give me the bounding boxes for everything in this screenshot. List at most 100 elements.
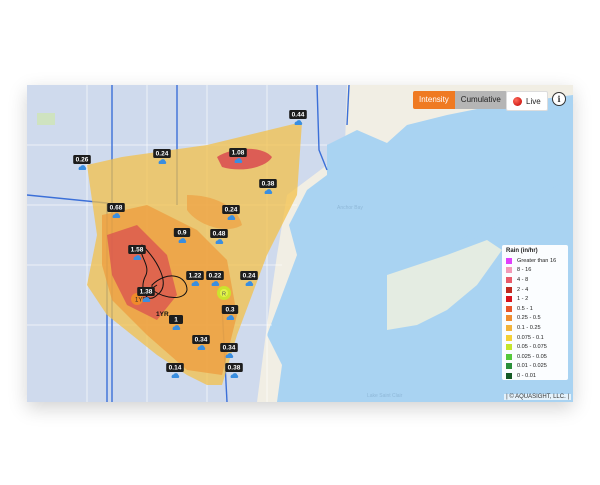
live-button[interactable]: Live xyxy=(506,91,548,111)
rain-map[interactable]: Anchor Bay Lake Saint Clair xyxy=(27,85,573,402)
legend-swatch xyxy=(506,353,512,360)
rain-legend: Rain (in/hr) Greater than 16 8 - 16 4 - 8 2… xyxy=(502,245,568,380)
gauge-label-bg xyxy=(240,271,258,280)
legend-label: 0.1 - 0.25 xyxy=(517,324,541,331)
gauge-label-bg xyxy=(137,287,155,296)
rain-gauge[interactable]: 0.24 xyxy=(222,205,240,220)
park-area xyxy=(37,113,55,125)
gauge-label-bg xyxy=(128,245,146,254)
gauge-value: 0.14 xyxy=(169,365,182,372)
rain-gauge[interactable]: 1.08 xyxy=(229,148,247,163)
gauge-label-bg xyxy=(210,229,228,238)
storm-cell-outline xyxy=(151,275,188,298)
legend-label: 0.5 - 1 xyxy=(517,305,533,312)
legend-label: 0.05 - 0.075 xyxy=(517,344,547,351)
green-marker[interactable]: R xyxy=(217,286,231,300)
legend-label: 4 - 8 xyxy=(517,276,529,283)
intensity-button[interactable]: Intensity xyxy=(413,91,455,109)
gauge-value: 0.34 xyxy=(223,345,236,352)
gauge-value: 1.08 xyxy=(232,150,245,157)
rain-gauge[interactable]: 0.22 xyxy=(206,271,224,286)
rain-gauge[interactable]: 1.58 xyxy=(128,245,146,260)
gauge-value: 1 xyxy=(174,317,178,324)
gauge-value: 0.24 xyxy=(243,273,256,280)
legend-swatch xyxy=(506,305,512,312)
gauge-value: 0.34 xyxy=(195,337,208,344)
rain-gauge[interactable]: 0.3 xyxy=(221,305,239,320)
legend-item: 0.01 - 0.025 xyxy=(506,362,564,372)
gauge-label-bg xyxy=(206,271,224,280)
legend-label: 0.25 - 0.5 xyxy=(517,315,541,322)
rain-gauges: 0.26 0.24 0.44 1.08 0.38 0.68 0.24 0.9 0.48 1.58 1… xyxy=(73,110,307,378)
rain-gauge[interactable]: 1.22 xyxy=(186,271,204,286)
gauge-value: 1.38 xyxy=(140,289,153,296)
cloud-icon xyxy=(158,159,167,164)
rain-gauge[interactable]: 1 xyxy=(169,315,183,330)
gauge-value: 0.3 xyxy=(225,307,234,314)
rain-gauge[interactable]: 0.9 xyxy=(173,228,191,243)
legend-label: 0.075 - 0.1 xyxy=(517,334,544,341)
gauge-label-bg xyxy=(186,271,204,280)
live-dot-icon xyxy=(513,96,522,106)
legend-swatch xyxy=(506,334,512,341)
legend-swatch xyxy=(506,276,512,283)
cumulative-button[interactable]: Cumulative xyxy=(454,91,507,109)
legend-item: 4 - 8 xyxy=(506,275,564,285)
rain-zone-high xyxy=(107,225,177,320)
gauge-value: 0.68 xyxy=(110,205,123,212)
rain-gauge[interactable]: 0.34 xyxy=(192,335,210,350)
gauge-label-bg xyxy=(289,110,307,119)
rain-gauge[interactable]: 0.24 xyxy=(153,149,171,164)
legend-item: 0.075 - 0.1 xyxy=(506,333,564,343)
legend-label: 0.025 - 0.05 xyxy=(517,353,547,360)
legend-item: 0 - 0.01 xyxy=(506,371,564,381)
legend-label: 0 - 0.01 xyxy=(517,372,536,379)
legend-swatch xyxy=(506,257,512,264)
legend-swatch xyxy=(506,315,512,322)
attribution: | © AQUASIGHT, LLC. | xyxy=(504,394,571,400)
rain-gauge[interactable]: 0.38 xyxy=(225,363,243,378)
cloud-icon xyxy=(112,213,121,218)
legend-item: 0.1 - 0.25 xyxy=(506,323,564,333)
legend-swatch xyxy=(506,324,512,331)
legend-label: 1 - 2 xyxy=(517,296,529,303)
legend-rows: Greater than 16 8 - 16 4 - 8 2 - 4 1 - 2 0.5 … xyxy=(506,256,564,381)
legend-swatch xyxy=(506,296,512,303)
legend-swatch xyxy=(506,286,512,293)
rain-gauge[interactable]: 1.38 xyxy=(137,287,155,302)
legend-title: Rain (in/hr) xyxy=(506,248,538,254)
rain-gauge[interactable]: 0.68 xyxy=(107,203,125,218)
rain-gauge[interactable]: 0.44 xyxy=(289,110,307,125)
legend-item: 0.25 - 0.5 xyxy=(506,314,564,324)
lake xyxy=(267,95,573,402)
storm-label: 1YR xyxy=(156,311,169,318)
gauge-label-bg xyxy=(166,363,184,372)
legend-swatch xyxy=(506,372,512,379)
gauge-label-bg xyxy=(169,315,183,324)
rain-gauge[interactable]: 0.24 xyxy=(240,271,258,286)
gauge-value: 0.44 xyxy=(292,112,305,119)
gauge-label-bg xyxy=(192,335,210,344)
cloud-icon xyxy=(197,345,206,350)
info-icon[interactable]: i xyxy=(552,92,566,106)
cloud-icon xyxy=(225,353,234,358)
bay-label: Anchor Bay xyxy=(337,205,363,211)
gauge-label-bg xyxy=(220,343,238,352)
gauge-label-bg xyxy=(107,203,125,212)
cloud-icon xyxy=(234,158,243,163)
gauge-label-bg xyxy=(229,148,247,157)
gauge-value: 0.22 xyxy=(209,273,222,280)
legend-item: 2 - 4 xyxy=(506,285,564,295)
gauge-value: 1.22 xyxy=(189,273,202,280)
rain-gauge[interactable]: 0.26 xyxy=(73,155,91,170)
gauge-value: 1.58 xyxy=(131,247,144,254)
rain-gauge[interactable]: 0.34 xyxy=(220,343,238,358)
rain-gauge[interactable]: 0.14 xyxy=(166,363,184,378)
rain-gauge[interactable]: 0.48 xyxy=(210,229,228,244)
cloud-icon xyxy=(245,281,254,286)
green-marker-label: R xyxy=(222,292,226,298)
rain-gauge[interactable]: 0.38 xyxy=(259,179,277,194)
legend-label: 8 - 16 xyxy=(517,267,532,274)
gauge-value: 0.24 xyxy=(156,151,169,158)
cloud-icon xyxy=(264,189,273,194)
